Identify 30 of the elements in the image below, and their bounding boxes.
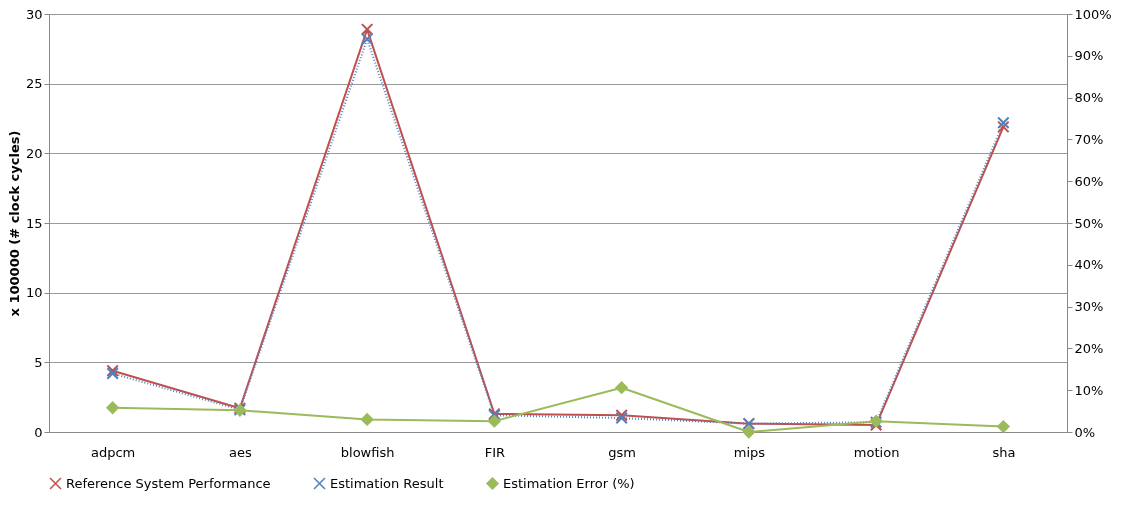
x-tick-label: aes [229, 444, 252, 460]
x-tick-label: adpcm [90, 444, 136, 460]
y2-tick-label: 60% [1074, 173, 1104, 189]
legend-label: Estimation Error (%) [503, 475, 635, 491]
y2-tick-label: 90% [1074, 48, 1104, 64]
x-tick-label: motion [853, 444, 900, 460]
y2-tick-label: 80% [1074, 90, 1104, 106]
y2-tick-label: 30% [1074, 299, 1104, 315]
x-tick-label: gsm [608, 444, 636, 460]
x-tick-label: FIR [484, 444, 506, 460]
y2-tick-label: 100% [1074, 6, 1112, 22]
legend-label: Estimation Result [330, 475, 444, 491]
y2-tick-label: 20% [1074, 340, 1104, 356]
y-tick-label: 5 [34, 354, 43, 370]
y-tick-label: 20 [25, 145, 43, 161]
y-tick-label: 30 [25, 6, 43, 22]
y-tick-label: 15 [25, 215, 43, 231]
y-axis-title: x 100000 (# clock cycles) [6, 130, 22, 317]
y-tick-label: 10 [25, 285, 43, 301]
legend-label: Reference System Performance [66, 475, 271, 491]
x-tick-label: mips [733, 444, 766, 460]
y2-tick-label: 0% [1074, 424, 1096, 440]
y-tick-label: 25 [25, 76, 43, 92]
y2-tick-label: 50% [1074, 215, 1104, 231]
y2-tick-label: 70% [1074, 131, 1104, 147]
x-tick-label: sha [992, 444, 1016, 460]
y-tick-label: 0 [34, 424, 43, 440]
x-tick-label: blowfish [340, 444, 395, 460]
y2-tick-label: 10% [1074, 382, 1104, 398]
y2-tick-label: 40% [1074, 257, 1104, 273]
